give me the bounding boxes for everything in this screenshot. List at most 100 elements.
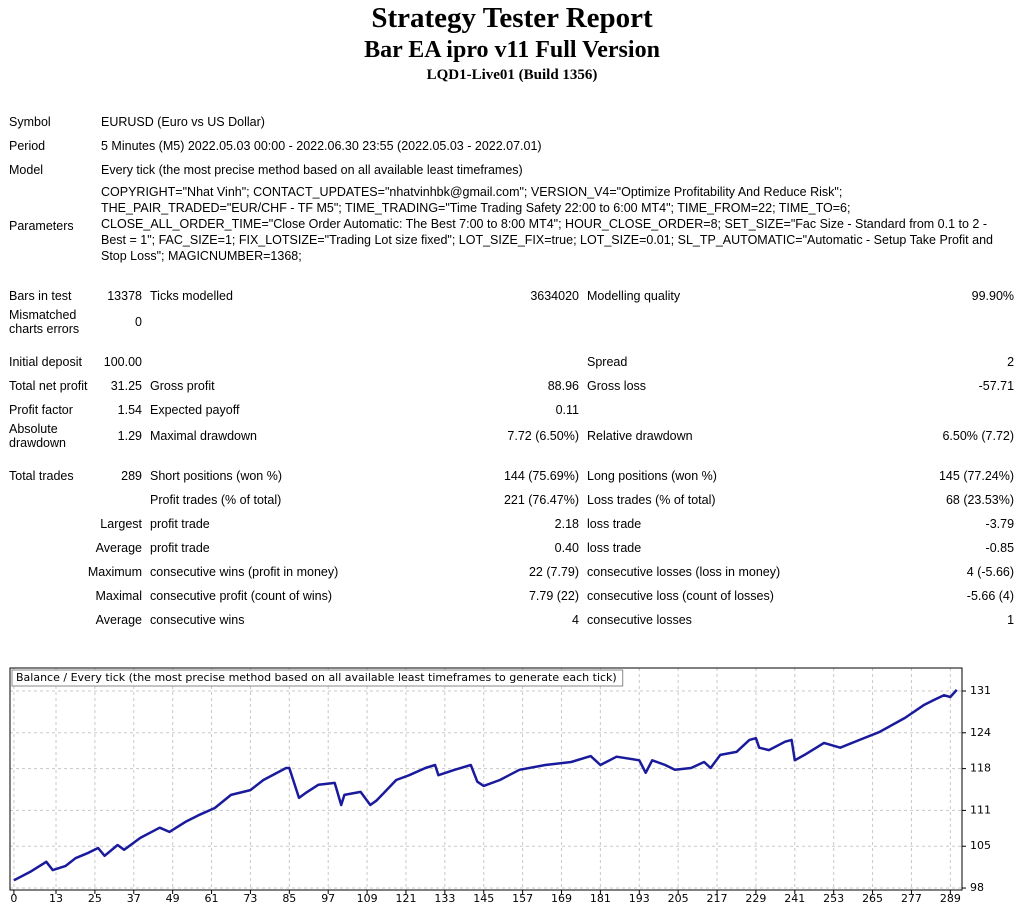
row-value: 1.54 [117,403,142,417]
y-tick-label: 124 [970,726,991,739]
y-tick-label: 118 [970,762,991,775]
report-row: Profit factor 1.54 Expected payoff 0.11 [5,398,1018,422]
row-value: 7.72 (6.50%) [507,429,579,443]
report-table: Symbol EURUSD (Euro vs US Dollar) Period 5 … [5,110,1018,632]
row-value: 1 [1007,613,1015,627]
row-value: 22 (7.79) [528,565,579,579]
row-label [146,350,450,374]
x-tick-label: 265 [862,892,883,905]
row-prefix: Largest [100,517,142,531]
row-text: EURUSD (Euro vs US Dollar) [101,115,265,129]
x-tick-label: 205 [668,892,689,905]
row-label: Short positions (won %) [150,469,283,483]
x-tick-label: 241 [784,892,805,905]
row-value: 3634020 [530,289,579,303]
report-build: LQD1-Live01 (Build 1356) [426,67,598,83]
report-row: Parameters COPYRIGHT="Nhat Vinh"; CONTACT… [5,182,1018,270]
report-row: Model Every tick (the most precise method… [5,158,1018,182]
row-prefix: Maximum [87,565,142,579]
x-tick-label: 289 [940,892,961,905]
row-label: Model [9,163,44,177]
x-tick-label: 157 [512,892,533,905]
report-row: Total net profit 31.25 Gross profit 88.96 Gr… [5,374,1018,398]
row-label: consecutive wins [150,613,245,627]
report-row: Absolute drawdown 1.29 Maximal drawdown 7.7… [5,422,1018,450]
row-label: profit trade [150,517,210,531]
report-title: Strategy Tester Report [371,2,653,34]
balance-line [13,688,958,882]
row-value: -5.66 (4) [966,589,1015,603]
y-tick-label: 111 [970,803,991,816]
row-value [900,398,1018,422]
row-label: Mismatched charts errors [9,308,80,336]
empty-cell [5,488,146,512]
row-value: 99.90% [971,289,1015,303]
row-value: 4 [572,613,579,627]
row-value: -0.85 [985,541,1015,555]
row-value: 0 [135,315,142,329]
row-label: Initial deposit [9,355,82,369]
row-value: 4 (-5.66) [966,565,1015,579]
row-value: 289 [121,469,142,483]
x-tick-label: 61 [205,892,219,905]
row-value: 1.29 [117,429,142,443]
plot-frame [9,667,963,891]
balance-chart: 98 105 111 118 124 131 0 13 25 37 49 61 73 85 97 109 121… [9,667,991,905]
row-label: consecutive profit (count of wins) [150,589,333,603]
row-value: -3.79 [985,517,1015,531]
x-tick-label: 193 [629,892,650,905]
report-row: Average profit trade 0.40 loss trade -0.85 [5,536,1018,560]
row-prefix: Average [95,613,142,627]
row-value: 2 [1007,355,1015,369]
x-tick-label: 229 [745,892,766,905]
row-label: Spread [587,355,628,369]
row-value: 7.79 (22) [528,589,579,603]
x-tick-label: 73 [243,892,257,905]
x-tick-label: 0 [10,892,17,905]
row-label: consecutive losses (loss in money) [587,565,781,579]
row-label: Expected payoff [150,403,240,417]
row-label: Total trades [9,469,74,483]
row-value: 13378 [107,289,142,303]
row-label: Long positions (won %) [587,469,717,483]
row-label: Modelling quality [587,289,681,303]
x-tick-label: 145 [473,892,494,905]
report-row: Total trades 289 Short positions (won %) 14… [5,464,1018,488]
row-value: 221 (76.47%) [503,493,579,507]
x-tick-label: 217 [707,892,728,905]
row-label: Absolute drawdown [9,422,66,450]
row-label: Profit factor [9,403,73,417]
x-tick-label: 85 [282,892,296,905]
y-tick-label: 105 [970,839,991,852]
y-tick-label: 131 [970,684,991,697]
row-text: COPYRIGHT="Nhat Vinh"; CONTACT_UPDATES="… [101,185,993,263]
row-value: 6.50% (7.72) [942,429,1015,443]
row-label: Ticks modelled [150,289,233,303]
row-label: consecutive wins (profit in money) [150,565,339,579]
report-row: Maximum consecutive wins (profit in money… [5,560,1018,584]
report-row: Symbol EURUSD (Euro vs US Dollar) [5,110,1018,134]
row-value: 88.96 [547,379,579,393]
y-tick-label: 98 [970,881,984,894]
row-value: 144 (75.69%) [503,469,579,483]
legend-box [11,669,624,687]
row-value: 2.18 [554,517,579,531]
row-value: 0.11 [555,403,579,417]
row-value [450,308,583,336]
row-label: consecutive losses [587,613,692,627]
report-row: Initial deposit 100.00 Spread 2 [5,350,1018,374]
report-row: Profit trades (% of total) 221 (76.47%) Lo… [5,488,1018,512]
x-tick-label: 181 [590,892,611,905]
row-label [146,308,450,336]
report-row: Bars in test 13378 Ticks modelled 3634020 Mo… [5,284,1018,308]
legend-label: Balance / Every tick (the most precise m… [16,671,617,684]
row-label: Symbol [9,115,51,129]
row-label: consecutive loss (count of losses) [587,589,774,603]
report-subtitle: Bar EA ipro v11 Full Version [364,37,660,63]
report-row: Maximal consecutive profit (count of wins… [5,584,1018,608]
row-value [900,308,1018,336]
row-text: 5 Minutes (M5) 2022.05.03 00:00 - 2022.0… [101,139,542,153]
report-row: Period 5 Minutes (M5) 2022.05.03 00:00 - … [5,134,1018,158]
row-label: Maximal drawdown [150,429,257,443]
